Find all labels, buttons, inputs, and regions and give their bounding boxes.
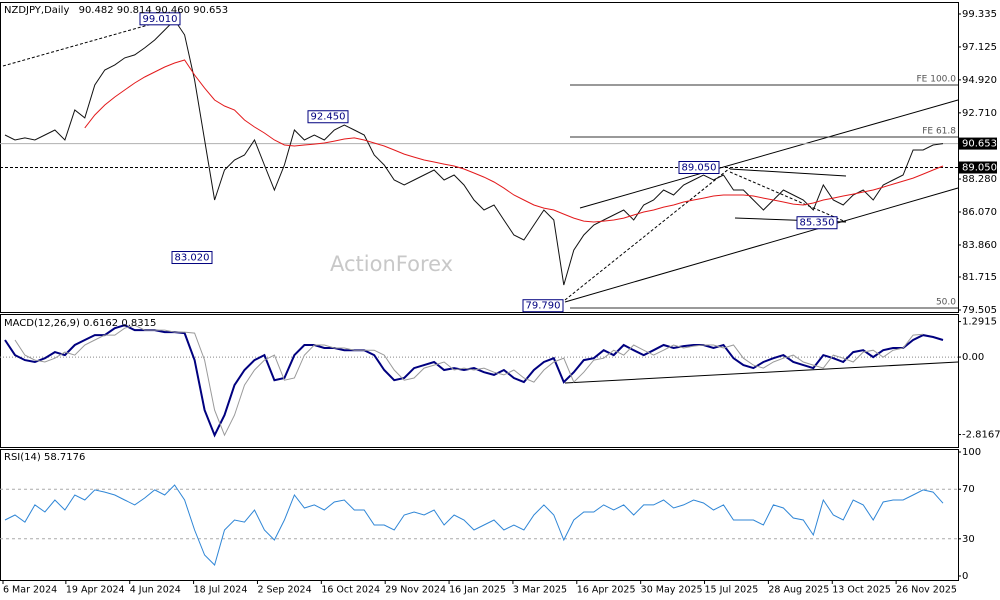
annotation-label: 92.450 [311, 112, 346, 123]
y-tick-label: 99.335 [962, 9, 997, 20]
rsi-panel [0, 449, 959, 581]
annotation-label: 89.050 [682, 163, 717, 174]
y-tick-label: 100 [962, 447, 981, 458]
channel-line [579, 99, 959, 209]
y-tick-label: 30 [962, 534, 975, 545]
x-tick-label: 6 Mar 2024 [3, 585, 57, 596]
x-tick-label: 30 May 2025 [641, 585, 703, 596]
main-panel [0, 2, 959, 313]
level-label: 50.0 [936, 297, 956, 307]
annotation-box [796, 216, 838, 230]
price-box [959, 137, 997, 150]
high: 90.814 [117, 5, 152, 16]
y-tick-label: 94.920 [962, 75, 997, 86]
y-tick-label: 79.505 [962, 305, 997, 316]
x-tick-label: 4 Jun 2024 [130, 585, 181, 596]
y-tick-label: 86.070 [962, 207, 997, 218]
x-tick-label: 16 Apr 2025 [577, 585, 636, 596]
watermark: ActionForex [330, 252, 453, 276]
hline-label: 89.050 [962, 163, 997, 174]
y-tick-label: 88.280 [962, 174, 997, 185]
rsi-title: RSI(14) [4, 452, 41, 463]
close: 90.653 [193, 5, 228, 16]
x-tick-label: 29 Nov 2024 [385, 585, 446, 596]
y-tick-label: 83.860 [962, 240, 997, 251]
annotation-box [171, 251, 213, 265]
hline-box [959, 161, 997, 174]
x-tick-label: 18 Jul 2024 [194, 585, 248, 596]
y-tick-label: 1.2915 [962, 317, 997, 328]
annotation-box [522, 299, 564, 313]
channel-line [564, 187, 959, 303]
y-tick-label: 0.00 [962, 352, 984, 363]
series-line [4, 484, 944, 566]
trend-line [564, 167, 731, 301]
y-tick-label: 70 [962, 484, 975, 495]
macd-trend-line [564, 361, 959, 384]
macd-panel [0, 314, 959, 448]
series-line [14, 324, 924, 437]
y-tick-label: -2.8167 [962, 430, 1000, 441]
x-tick-label: 2 Sep 2024 [257, 585, 311, 596]
trend-line [2, 15, 181, 67]
x-tick-label: 26 Nov 2025 [896, 585, 957, 596]
symbol: NZDJPY,Daily [4, 5, 69, 16]
rsi-reading: 58.7176 [44, 452, 85, 463]
x-tick-label: 19 Apr 2024 [66, 585, 125, 596]
level-label: FE 61.8 [922, 127, 956, 137]
triangle-line [729, 168, 847, 177]
y-tick-label: 97.125 [962, 42, 997, 53]
annotation-label: 83.020 [175, 253, 210, 264]
x-tick-label: 3 Mar 2025 [513, 585, 567, 596]
signal-reading: 0.8315 [121, 318, 156, 329]
annotation-label: 79.790 [526, 301, 561, 312]
x-tick-label: 28 Aug 2025 [768, 585, 829, 596]
rsi-header: RSI(14) 58.7176 [4, 452, 85, 463]
annotation-box [678, 161, 720, 175]
series-line [84, 59, 944, 223]
trend-line [729, 171, 847, 223]
macd-header: MACD(12,26,9) 0.6162 0.8315 [4, 318, 156, 329]
plot-layer: 99.335 97.125 94.920 92.710 88.280 86.070 83.8… [0, 9, 1000, 596]
low: 90.460 [155, 5, 190, 16]
x-tick-label: 16 Jan 2025 [449, 585, 506, 596]
x-tick-label: 15 Jul 2025 [705, 585, 759, 596]
x-tick-label: 13 Oct 2025 [832, 585, 891, 596]
y-tick-label: 92.710 [962, 108, 997, 119]
y-tick-label: 81.715 [962, 272, 997, 283]
chart-header: NZDJPY,Daily 90.482 90.814 90.460 90.653 [4, 5, 228, 16]
macd-title: MACD(12,26,9) [4, 318, 80, 329]
series-line [4, 19, 944, 286]
open: 90.482 [79, 5, 114, 16]
annotation-box [307, 110, 349, 124]
price-label: 90.653 [962, 139, 997, 150]
x-tick-label: 16 Oct 2024 [321, 585, 380, 596]
y-tick-label: 0 [962, 571, 968, 582]
macd-reading: 0.6162 [83, 318, 118, 329]
level-label: FE 100.0 [917, 74, 957, 84]
annotation-label: 85.350 [800, 218, 835, 229]
annotation-label: 99.010 [143, 14, 178, 25]
annotation-box [139, 12, 181, 26]
